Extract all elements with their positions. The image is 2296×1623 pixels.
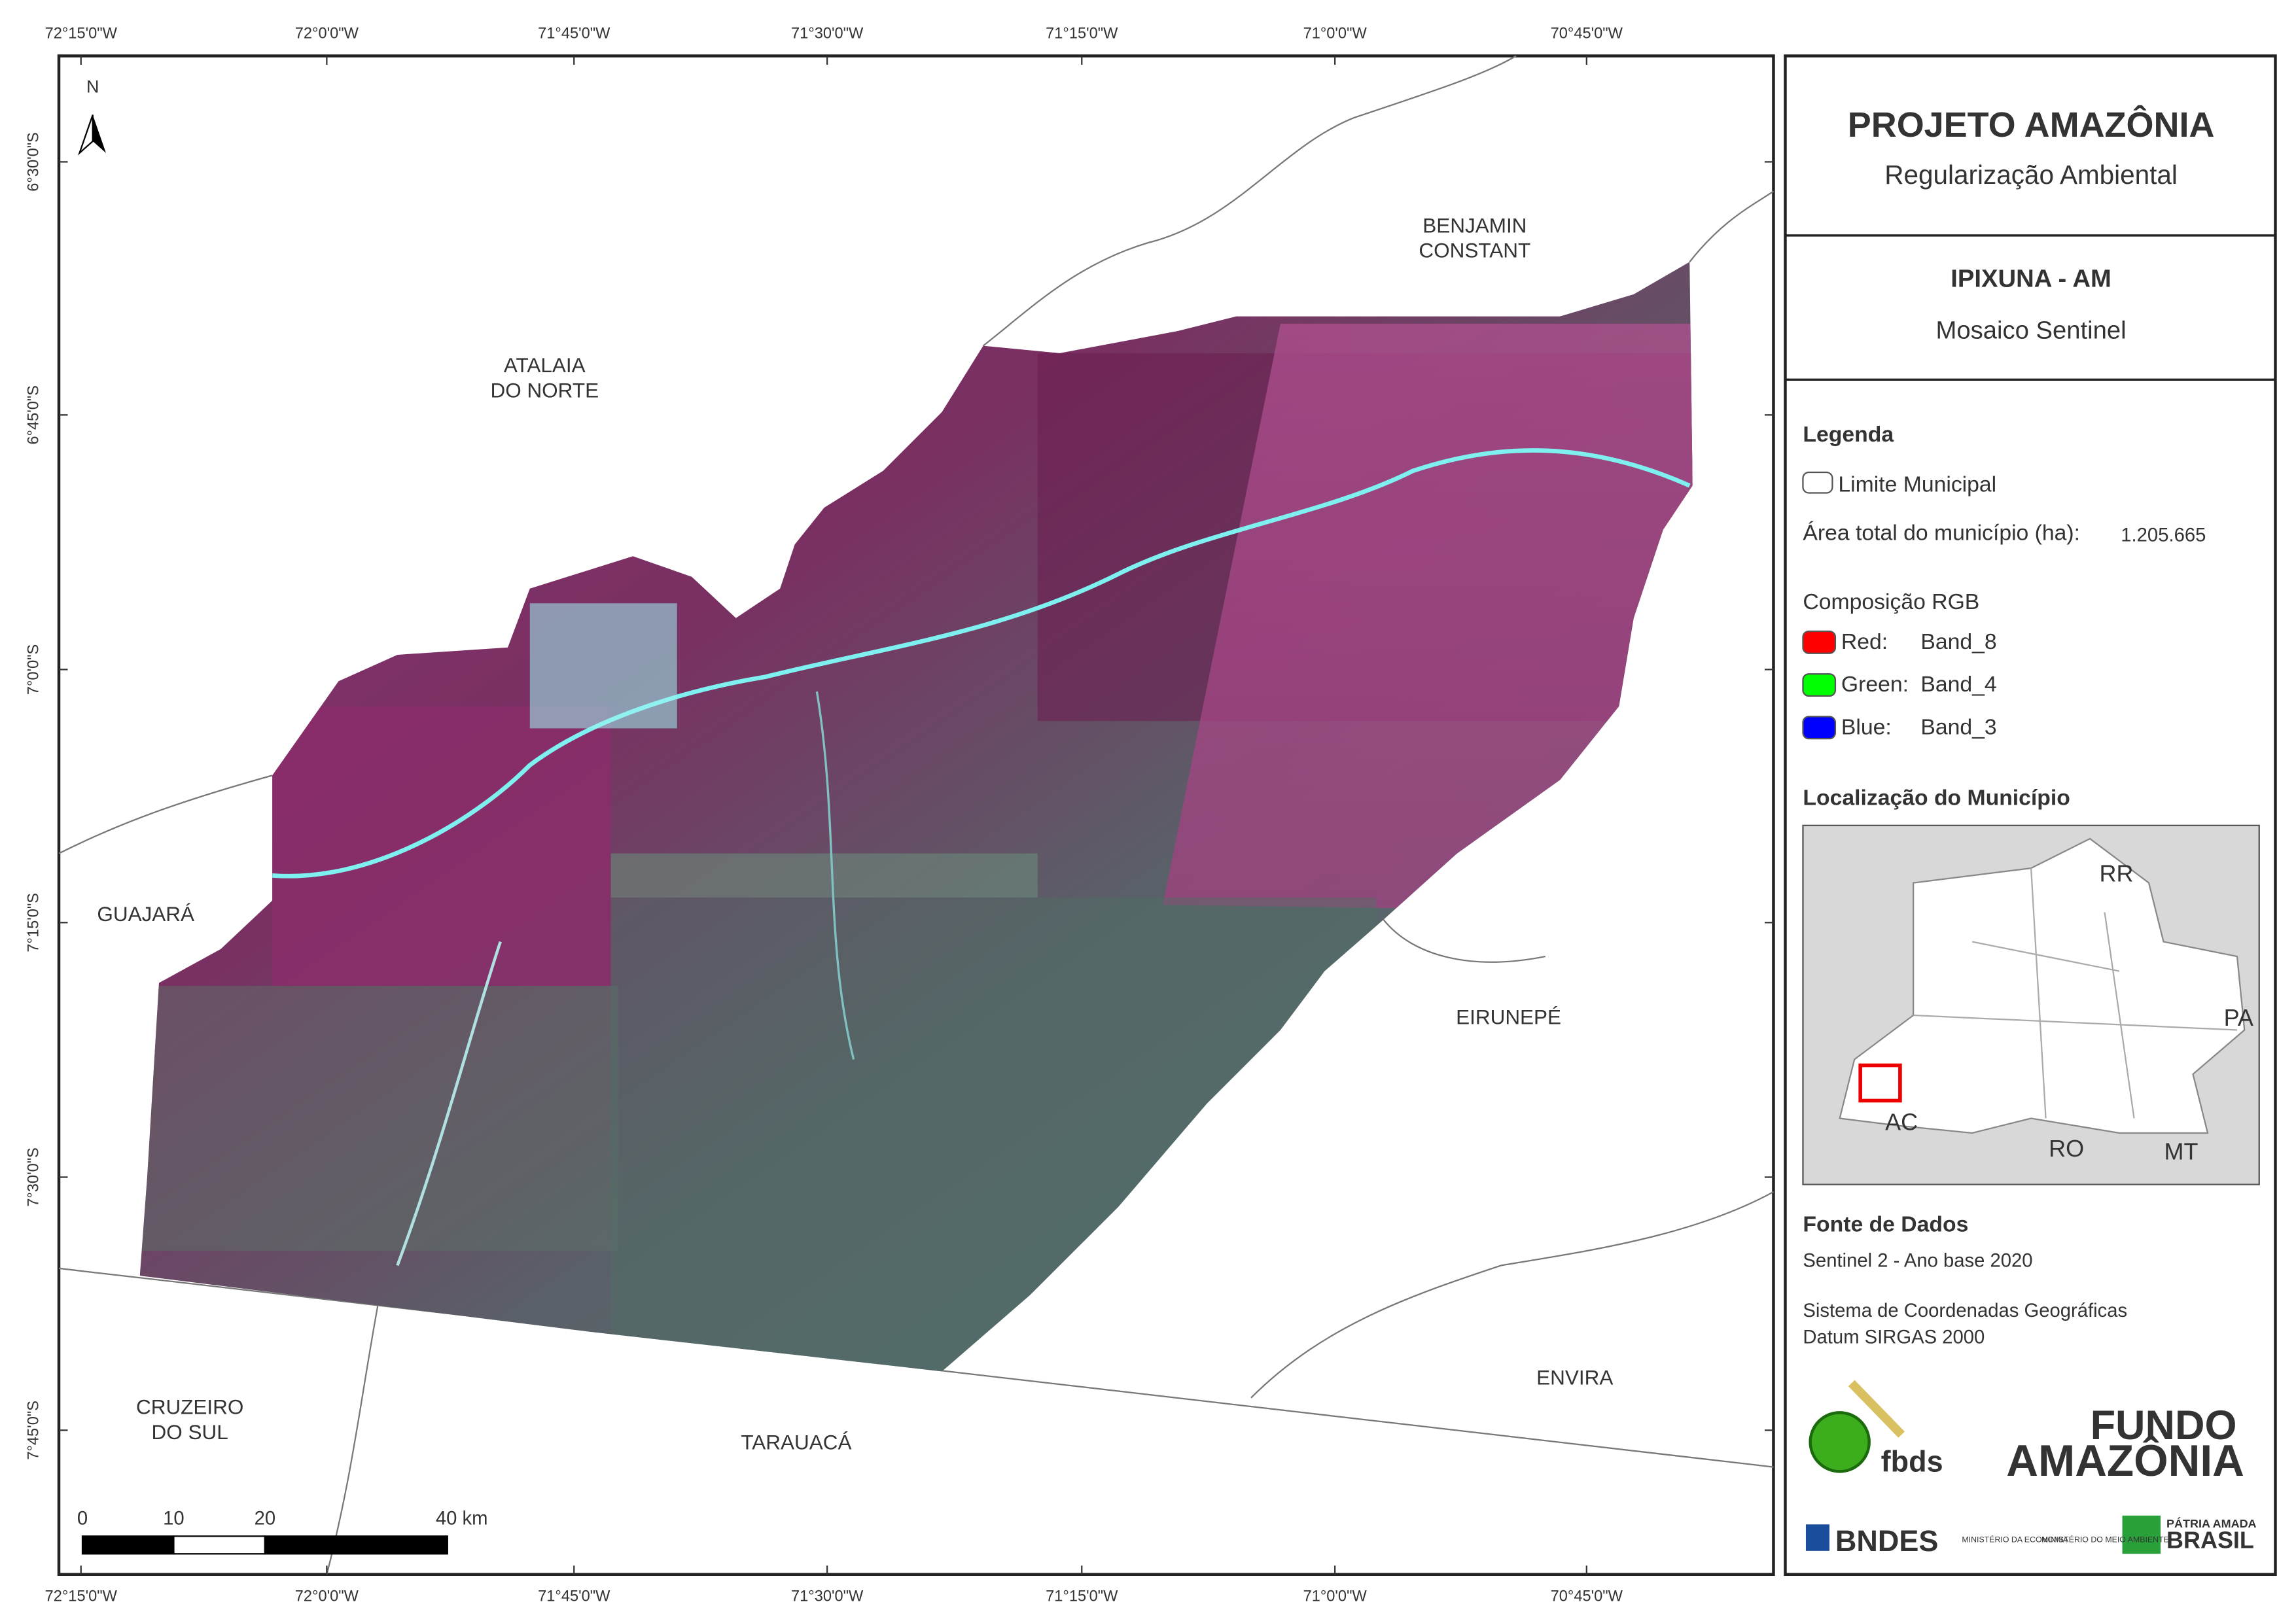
scale-label: 40 km — [436, 1508, 488, 1529]
lon-tick-label: 71°30'0"W — [791, 25, 864, 42]
lon-tick-label: 72°15'0"W — [45, 25, 118, 42]
legend-item: Limite Municipal — [1838, 472, 1996, 497]
place-name: CRUZEIRO — [136, 1395, 243, 1419]
lon-tick-label: 72°0'0"W — [295, 25, 359, 42]
logo-text: MINISTÉRIO DO MEIO AMBIENTE — [2041, 1534, 2169, 1544]
lon-tick-label: 70°45'0"W — [1551, 25, 1623, 42]
lat-tick-label: 7°30'0"S — [26, 1147, 43, 1207]
lon-tick-label: 71°15'0"W — [1046, 25, 1118, 42]
band-name: Band_8 — [1920, 629, 1996, 654]
scale-label: 0 — [77, 1508, 88, 1529]
lat-tick-label: 6°30'0"S — [26, 132, 43, 192]
band-swatch — [1802, 716, 1837, 740]
crs: Sistema de Coordenadas Geográficas — [1803, 1300, 2127, 1321]
location-title: Localização do Município — [1803, 785, 2070, 810]
lon-tick-label: 71°0'0"W — [1303, 1588, 1368, 1605]
area-value: 1.205.665 — [2121, 525, 2206, 546]
lon-tick-label: 72°15'0"W — [45, 1588, 118, 1605]
state-label: RO — [2049, 1135, 2084, 1162]
source: Sentinel 2 - Ano base 2020 — [1803, 1251, 2032, 1272]
place-name: DO NORTE — [490, 378, 599, 402]
lon-tick-label: 71°15'0"W — [1046, 1588, 1118, 1605]
municipality: IPIXUNA - AM — [1951, 265, 2111, 293]
north-label: N — [86, 77, 99, 97]
graticule-ticks — [59, 56, 1774, 1575]
lon-tick-label: 70°45'0"W — [1551, 1588, 1623, 1605]
place-name: ENVIRA — [1536, 1366, 1613, 1389]
place-name: EIRUNEPÉ — [1456, 1005, 1561, 1029]
lat-tick-label: 7°15'0"S — [26, 893, 43, 952]
legend-title: Legenda — [1803, 422, 1894, 447]
state-label: MT — [2164, 1138, 2199, 1164]
area-label: Área total do município (ha): — [1803, 521, 2080, 546]
place-name: BENJAMIN — [1422, 213, 1527, 237]
north-arrow — [78, 114, 106, 156]
band-swatch — [1802, 673, 1837, 697]
side-panel — [1784, 54, 2277, 1577]
lat-tick-label: 6°45'0"S — [26, 385, 43, 445]
lon-tick-label: 71°0'0"W — [1303, 25, 1368, 42]
state-label: RR — [2100, 860, 2134, 886]
mosaic: Mosaico Sentinel — [1936, 316, 2127, 344]
logo-text: FUNDO — [2091, 1403, 2237, 1448]
lon-tick-label: 71°30'0"W — [791, 1588, 864, 1605]
subtitle: Regularização Ambiental — [1884, 160, 2178, 190]
place-name: ATALAIA — [504, 353, 586, 377]
scale-label: 20 — [255, 1508, 276, 1529]
logo-text: BRASIL — [2166, 1526, 2254, 1553]
logo-text: MINISTÉRIO DA ECONOMIA — [1962, 1534, 2069, 1544]
lat-tick-label: 7°45'0"S — [26, 1401, 43, 1460]
band-label: Green: — [1841, 672, 1909, 697]
band-name: Band_3 — [1920, 714, 1996, 739]
band-label: Red: — [1841, 629, 1888, 654]
source-title: Fonte de Dados — [1803, 1212, 1968, 1237]
title: PROJETO AMAZÔNIA — [1848, 105, 2215, 145]
scale-label: 10 — [163, 1508, 185, 1529]
lon-tick-label: 72°0'0"W — [295, 1588, 359, 1605]
place-name: DO SUL — [152, 1420, 228, 1444]
scale-bar — [81, 1535, 448, 1555]
lon-tick-label: 71°45'0"W — [538, 25, 610, 42]
rgb-title: Composição RGB — [1803, 589, 1979, 614]
band-swatch — [1802, 630, 1837, 654]
place-name: GUAJARÁ — [97, 902, 194, 926]
band-name: Band_4 — [1920, 672, 1996, 697]
state-label: AC — [1885, 1108, 1918, 1135]
lat-tick-label: 7°0'0"S — [26, 644, 43, 695]
logo-text: AMAZÔNIA — [2006, 1437, 2244, 1486]
place-name: CONSTANT — [1419, 239, 1530, 262]
logo-text: fbds — [1881, 1444, 1943, 1478]
place-name: TARAUACÁ — [741, 1431, 851, 1454]
datum: Datum SIRGAS 2000 — [1803, 1327, 1985, 1348]
state-label: PA — [2224, 1004, 2253, 1031]
lon-tick-label: 71°45'0"W — [538, 1588, 610, 1605]
band-label: Blue: — [1841, 714, 1892, 739]
logo-text: BNDES — [1835, 1524, 1938, 1558]
logo-text: PÁTRIA AMADA — [2166, 1516, 2257, 1530]
